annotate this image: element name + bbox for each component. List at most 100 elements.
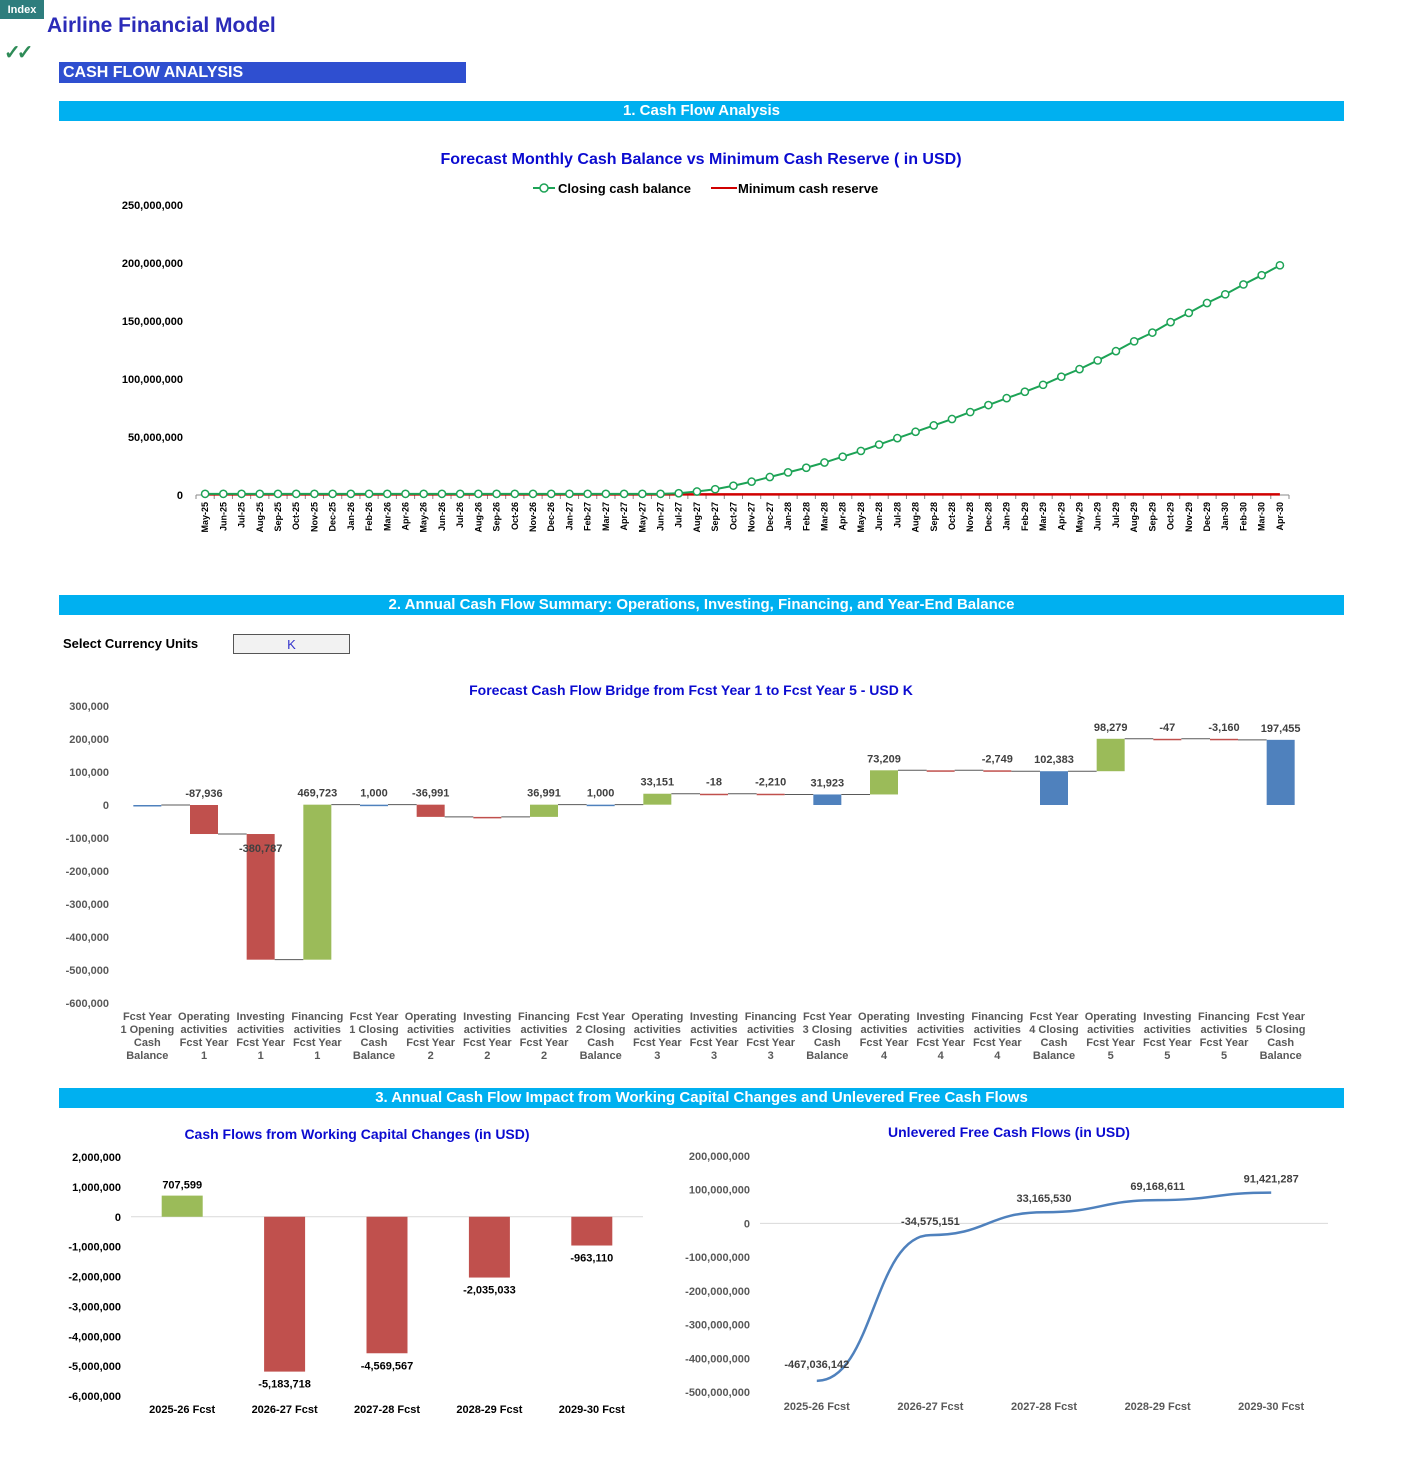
closing-cash-marker [1184, 308, 1194, 318]
x-tick-label: Aug-28 [911, 502, 921, 533]
waterfall-bar [1040, 771, 1068, 805]
x-tick-label: activities [294, 1024, 341, 1036]
x-tick-label: Jul-26 [455, 502, 465, 528]
closing-cash-marker [565, 489, 574, 499]
closing-cash-marker [892, 433, 902, 443]
x-tick-label: activities [1087, 1024, 1134, 1036]
x-tick-label: activities [747, 1024, 794, 1036]
data-label: -3,160 [1208, 722, 1239, 734]
data-label: 98,279 [1094, 722, 1128, 734]
closing-cash-marker [1056, 372, 1066, 382]
x-tick-label: Mar-27 [601, 502, 611, 531]
closing-cash-marker [364, 489, 374, 499]
x-tick-label: Operating [178, 1011, 230, 1023]
x-tick-label: Fcst Year [690, 1037, 739, 1049]
y-tick-label: -400,000 [66, 932, 109, 944]
closing-cash-marker [1020, 387, 1030, 397]
closing-cash-marker [1038, 380, 1048, 390]
x-tick-label: May-29 [1075, 502, 1085, 533]
closing-cash-marker [1275, 260, 1285, 270]
x-tick-label: Fcst Year [180, 1037, 229, 1049]
x-tick-label: Jun-28 [874, 502, 884, 531]
y-tick-label: 200,000,000 [689, 1151, 750, 1163]
data-label: 102,383 [1034, 754, 1074, 766]
data-label: 197,455 [1261, 723, 1301, 735]
x-tick-label: Jun-27 [656, 502, 666, 531]
x-tick-label: Fcst Year [1256, 1011, 1305, 1023]
chart-title: Cash Flows from Working Capital Changes … [184, 1126, 529, 1142]
x-tick-label: 1 [314, 1050, 320, 1062]
x-tick-label: Financing [971, 1011, 1023, 1023]
closing-cash-marker [710, 484, 720, 494]
x-tick-label: Mar-29 [1038, 502, 1048, 531]
x-tick-label: Jan-29 [1002, 502, 1012, 531]
x-tick-label: Feb-30 [1238, 502, 1248, 531]
closing-cash-marker [218, 489, 228, 499]
x-tick-label: activities [917, 1024, 964, 1036]
data-label: -5,183,718 [258, 1379, 311, 1391]
x-tick-label: 2 Closing [576, 1024, 626, 1036]
closing-cash-marker [474, 489, 483, 499]
data-label: -47 [1159, 722, 1175, 734]
x-tick-label: Mar-26 [382, 502, 392, 531]
closing-cash-marker [528, 489, 538, 499]
unlevered-fcf-chart: Unlevered Free Cash Flows (in USD) 200,0… [685, 1124, 1328, 1413]
x-tick-label: Investing [237, 1011, 285, 1023]
x-tick-label: Dec-26 [546, 502, 556, 532]
x-tick-label: Cash [134, 1037, 161, 1049]
x-tick-label: Dec-25 [328, 502, 338, 532]
x-tick-label: Balance [126, 1050, 168, 1062]
waterfall-bar [246, 834, 275, 960]
closing-cash-marker [1257, 270, 1267, 280]
closing-cash-marker [729, 481, 738, 491]
x-tick-label: Fcst Year [633, 1037, 682, 1049]
x-tick-label: 2 [541, 1050, 547, 1062]
x-tick-label: activities [180, 1024, 227, 1036]
x-tick-label: Nov-27 [747, 502, 757, 532]
wc-bar [161, 1195, 203, 1217]
closing-cash-marker [328, 489, 337, 499]
y-tick-label: -400,000,000 [685, 1353, 750, 1365]
x-tick-label: Feb-29 [1020, 502, 1030, 531]
x-tick-label: activities [237, 1024, 284, 1036]
x-tick-label: 5 [1221, 1050, 1227, 1062]
closing-cash-marker [747, 477, 756, 487]
y-tick-label: -6,000,000 [68, 1391, 121, 1403]
closing-cash-marker [656, 489, 665, 499]
x-tick-label: Nov-29 [1184, 502, 1194, 532]
x-tick-label: 5 [1108, 1050, 1114, 1062]
x-tick-label: 3 [654, 1050, 660, 1062]
x-tick-label: Nov-28 [965, 502, 975, 532]
index-button[interactable]: Index [0, 0, 44, 19]
y-tick-label: 300,000 [69, 701, 109, 713]
x-tick-label: Apr-27 [619, 502, 629, 531]
data-label: -2,749 [982, 753, 1013, 765]
closing-cash-marker [291, 489, 301, 499]
closing-cash-marker [947, 414, 957, 424]
x-tick-label: Mar-28 [819, 502, 829, 531]
y-tick-label: -100,000 [66, 833, 109, 845]
legend-label-minimum: Minimum cash reserve [738, 181, 878, 196]
check-icon: ✓✓ [4, 42, 33, 64]
x-tick-label: Dec-28 [983, 502, 993, 532]
x-tick-label: 2027-28 Fcst [354, 1404, 420, 1416]
closing-cash-marker [583, 489, 593, 499]
currency-units-input[interactable]: K [233, 634, 350, 654]
closing-cash-marker [601, 489, 611, 499]
x-tick-label: Cash [1267, 1037, 1294, 1049]
data-label: 1,000 [587, 788, 615, 800]
x-tick-label: Jan-27 [564, 502, 574, 531]
data-label: 73,209 [867, 753, 901, 765]
y-tick-label: -100,000,000 [685, 1252, 750, 1264]
x-tick-label: Investing [463, 1011, 511, 1023]
x-tick-label: May-26 [419, 502, 429, 533]
x-tick-label: Apr-26 [400, 502, 410, 531]
legend-label-closing: Closing cash balance [558, 181, 691, 196]
data-label: 33,151 [641, 777, 675, 789]
x-tick-label: Sep-25 [273, 502, 283, 532]
y-tick-label: 100,000,000 [689, 1185, 750, 1197]
x-tick-label: 2029-30 Fcst [559, 1404, 625, 1416]
section-title: CASH FLOW ANALYSIS [59, 62, 466, 83]
x-tick-label: Cash [361, 1037, 388, 1049]
y-tick-label: 0 [744, 1218, 750, 1230]
